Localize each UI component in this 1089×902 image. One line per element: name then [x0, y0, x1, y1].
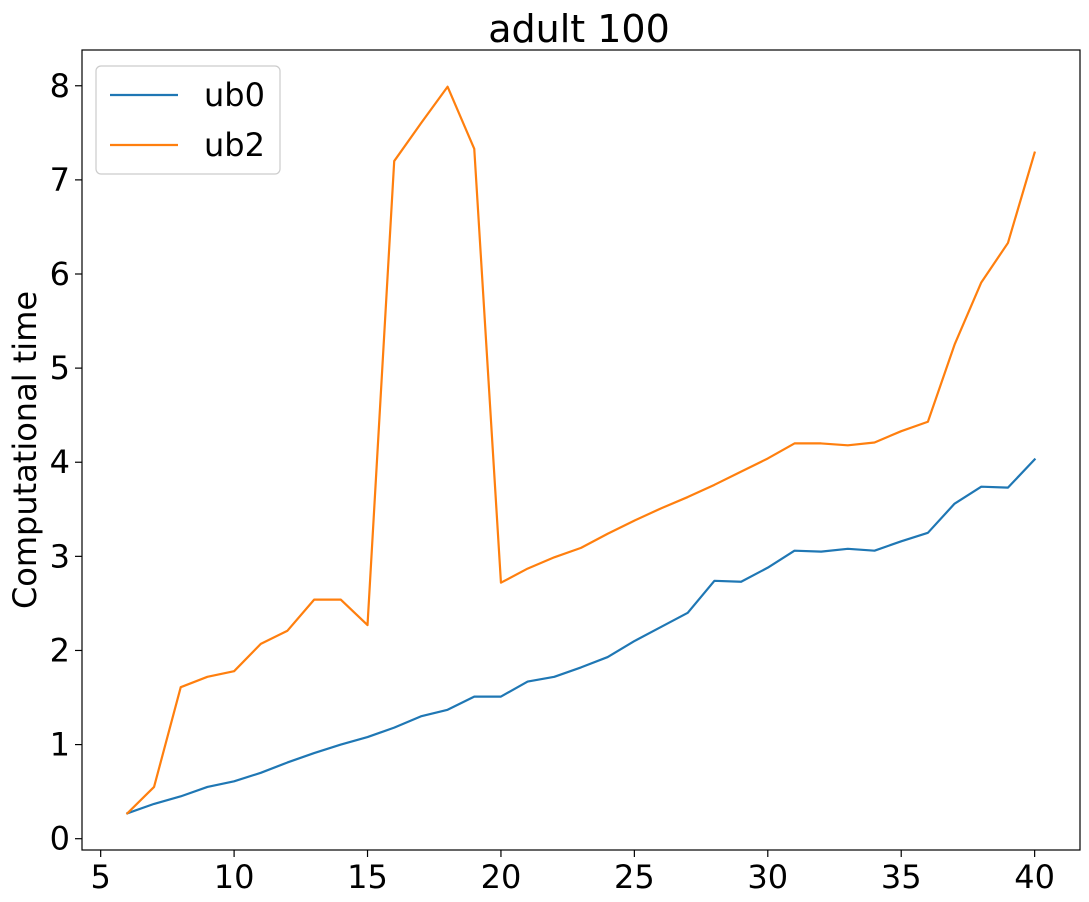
- x-tick-label: 5: [90, 858, 110, 896]
- series-line-ub0: [125, 457, 1037, 815]
- x-tick-label: 20: [481, 858, 522, 896]
- y-tick-label: 1: [50, 726, 70, 764]
- x-tick-label: 30: [747, 858, 788, 896]
- legend-label-ub2: ub2: [204, 126, 265, 164]
- chart-title: adult 100: [488, 7, 670, 51]
- y-tick-label: 0: [50, 820, 70, 858]
- y-tick-label: 2: [50, 631, 70, 669]
- x-tick-label: 40: [1014, 858, 1055, 896]
- series-line-ub2: [125, 85, 1037, 815]
- y-tick-label: 6: [50, 255, 70, 293]
- y-tick-label: 5: [50, 349, 70, 387]
- y-tick-label: 3: [50, 537, 70, 575]
- y-tick-label: 7: [50, 161, 70, 199]
- y-axis-label: Computational time: [6, 291, 44, 609]
- legend-box: [95, 65, 281, 175]
- series-layer: [125, 85, 1037, 815]
- x-tick-label: 25: [614, 858, 655, 896]
- axes-layer: 5 10 15 20 25 30 35 40 0 1 2 3 4 5 6 7 8: [50, 49, 1081, 896]
- x-tick-label: 10: [214, 858, 255, 896]
- plot-frame: [81, 49, 1081, 851]
- y-tick-label: 4: [50, 443, 70, 481]
- x-tick-label: 35: [881, 858, 922, 896]
- x-tick-label: 15: [347, 858, 388, 896]
- y-tick-label: 8: [50, 67, 70, 105]
- legend-label-ub0: ub0: [204, 76, 265, 114]
